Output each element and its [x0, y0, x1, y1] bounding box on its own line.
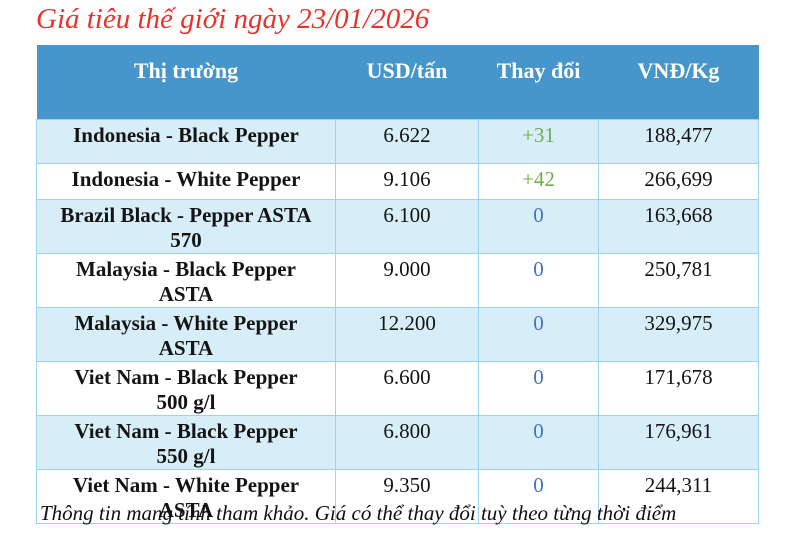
- column-header-change: Thay đổi: [478, 45, 599, 120]
- change-cell: 0: [478, 307, 599, 362]
- table-row: Indonesia - White Pepper 9.106 +42 266,6…: [36, 163, 759, 200]
- usd-cell: 9.000: [335, 253, 479, 308]
- vnd-cell: 188,477: [598, 119, 759, 164]
- change-cell: 0: [478, 415, 599, 470]
- page-title: Giá tiêu thế giới ngày 23/01/2026: [36, 3, 430, 35]
- table-row: Indonesia - Black Pepper 6.622 +31 188,4…: [36, 119, 759, 164]
- table-row: Viet Nam - Black Pepper 500 g/l 6.600 0 …: [36, 361, 759, 416]
- vnd-cell: 329,975: [598, 307, 759, 362]
- table-row: Malaysia - Black Pepper ASTA 9.000 0 250…: [36, 253, 759, 308]
- usd-cell: 9.350: [335, 469, 479, 524]
- change-cell: +42: [478, 163, 599, 200]
- table-row: Viet Nam - Black Pepper 550 g/l 6.800 0 …: [36, 415, 759, 470]
- vnd-cell: 163,668: [598, 199, 759, 254]
- usd-cell: 6.600: [335, 361, 479, 416]
- change-cell: +31: [478, 119, 599, 164]
- table-row: Malaysia - White Pepper ASTA 12.200 0 32…: [36, 307, 759, 362]
- column-header-usd: USD/tấn: [335, 45, 479, 120]
- market-cell: Indonesia - Black Pepper: [36, 119, 336, 164]
- table-row: Viet Nam - White Pepper ASTA 9.350 0 244…: [36, 469, 759, 524]
- column-header-vnd: VNĐ/Kg: [598, 45, 759, 120]
- market-cell: Viet Nam - Black Pepper 500 g/l: [36, 361, 336, 416]
- footer-note: Thông tin mang tính tham khảo. Giá có th…: [40, 501, 677, 525]
- usd-cell: 9.106: [335, 163, 479, 200]
- usd-cell: 6.622: [335, 119, 479, 164]
- usd-cell: 12.200: [335, 307, 479, 362]
- vnd-cell: 250,781: [598, 253, 759, 308]
- vnd-cell: 171,678: [598, 361, 759, 416]
- market-cell: Brazil Black - Pepper ASTA 570: [36, 199, 336, 254]
- change-cell: 0: [478, 253, 599, 308]
- change-cell: 0: [478, 361, 599, 416]
- vnd-cell: 266,699: [598, 163, 759, 200]
- market-cell: Indonesia - White Pepper: [36, 163, 336, 200]
- price-table: Thị trường USD/tấn Thay đổi VNĐ/Kg Indon…: [36, 45, 759, 524]
- vnd-cell: 176,961: [598, 415, 759, 470]
- market-cell: Malaysia - White Pepper ASTA: [36, 307, 336, 362]
- table-row: Brazil Black - Pepper ASTA 570 6.100 0 1…: [36, 199, 759, 254]
- usd-cell: 6.100: [335, 199, 479, 254]
- change-cell: 0: [478, 469, 599, 524]
- column-header-market: Thị trường: [36, 45, 336, 120]
- market-cell: Viet Nam - Black Pepper 550 g/l: [36, 415, 336, 470]
- usd-cell: 6.800: [335, 415, 479, 470]
- market-cell: Viet Nam - White Pepper ASTA: [36, 469, 336, 524]
- header-row: Thị trường USD/tấn Thay đổi VNĐ/Kg: [36, 45, 759, 120]
- market-cell: Malaysia - Black Pepper ASTA: [36, 253, 336, 308]
- vnd-cell: 244,311: [598, 469, 759, 524]
- change-cell: 0: [478, 199, 599, 254]
